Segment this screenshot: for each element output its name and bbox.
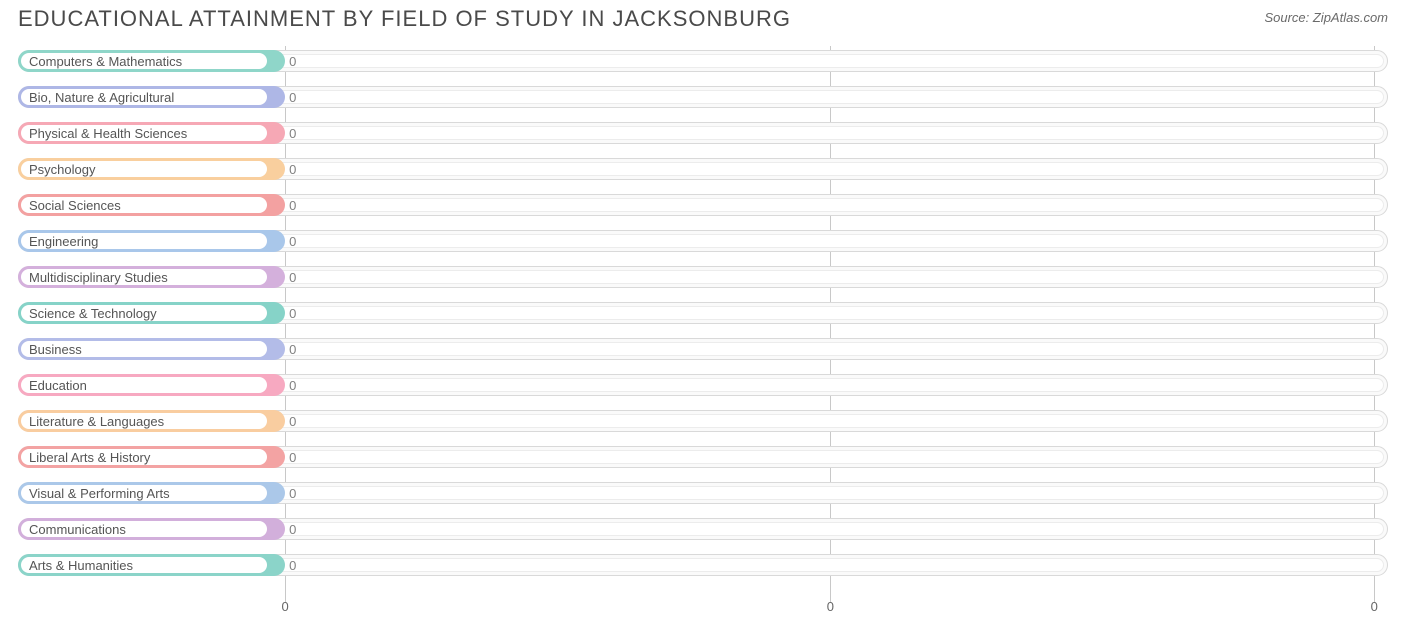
chart-row: Physical & Health Sciences 0 xyxy=(18,122,1388,144)
x-tick-label: 0 xyxy=(1371,599,1378,614)
bar-value: 0 xyxy=(289,446,296,468)
bar-value: 0 xyxy=(289,122,296,144)
source-attribution: Source: ZipAtlas.com xyxy=(1264,6,1388,25)
bar-label: Education xyxy=(21,377,267,393)
chart-row: Communications 0 xyxy=(18,518,1388,540)
chart-row: Literature & Languages 0 xyxy=(18,410,1388,432)
chart-row: Multidisciplinary Studies 0 xyxy=(18,266,1388,288)
bar-value: 0 xyxy=(289,554,296,576)
bar-fill: Physical & Health Sciences xyxy=(18,122,285,144)
chart-area: Computers & Mathematics0Bio, Nature & Ag… xyxy=(18,50,1388,593)
bar-fill: Science & Technology xyxy=(18,302,285,324)
bar-label: Liberal Arts & History xyxy=(21,449,267,465)
bar-fill: Education xyxy=(18,374,285,396)
bar-fill: Computers & Mathematics xyxy=(18,50,285,72)
chart-rows: Computers & Mathematics0Bio, Nature & Ag… xyxy=(18,50,1388,593)
bar-fill: Communications xyxy=(18,518,285,540)
bar-value: 0 xyxy=(289,266,296,288)
bar-fill: Bio, Nature & Agricultural xyxy=(18,86,285,108)
bar-label: Science & Technology xyxy=(21,305,267,321)
bar-value: 0 xyxy=(289,374,296,396)
bar-label: Visual & Performing Arts xyxy=(21,485,267,501)
bar-label: Multidisciplinary Studies xyxy=(21,269,267,285)
header: EDUCATIONAL ATTAINMENT BY FIELD OF STUDY… xyxy=(0,0,1406,32)
chart-row: Bio, Nature & Agricultural 0 xyxy=(18,86,1388,108)
bar-label: Business xyxy=(21,341,267,357)
bar-value: 0 xyxy=(289,338,296,360)
bar-value: 0 xyxy=(289,410,296,432)
bar-fill: Arts & Humanities xyxy=(18,554,285,576)
chart-row: Computers & Mathematics 0 xyxy=(18,50,1388,72)
bar-label: Computers & Mathematics xyxy=(21,53,267,69)
bar-value: 0 xyxy=(289,518,296,540)
chart-row: Social Sciences 0 xyxy=(18,194,1388,216)
chart-row: Psychology 0 xyxy=(18,158,1388,180)
bar-value: 0 xyxy=(289,302,296,324)
bar-label: Bio, Nature & Agricultural xyxy=(21,89,267,105)
bar-value: 0 xyxy=(289,50,296,72)
chart-row: Science & Technology 0 xyxy=(18,302,1388,324)
bar-fill: Liberal Arts & History xyxy=(18,446,285,468)
chart-row: Business 0 xyxy=(18,338,1388,360)
x-axis: 0 0 0 xyxy=(18,599,1388,619)
bar-fill: Engineering xyxy=(18,230,285,252)
bar-value: 0 xyxy=(289,86,296,108)
bar-fill: Social Sciences xyxy=(18,194,285,216)
bar-fill: Psychology xyxy=(18,158,285,180)
bar-label: Psychology xyxy=(21,161,267,177)
x-tick-label: 0 xyxy=(827,599,834,614)
bar-fill: Visual & Performing Arts xyxy=(18,482,285,504)
bar-fill: Business xyxy=(18,338,285,360)
chart-row: Visual & Performing Arts 0 xyxy=(18,482,1388,504)
bar-value: 0 xyxy=(289,158,296,180)
bar-label: Physical & Health Sciences xyxy=(21,125,267,141)
bar-label: Literature & Languages xyxy=(21,413,267,429)
bar-label: Social Sciences xyxy=(21,197,267,213)
bar-label: Engineering xyxy=(21,233,267,249)
bar-value: 0 xyxy=(289,230,296,252)
chart-title: EDUCATIONAL ATTAINMENT BY FIELD OF STUDY… xyxy=(18,6,791,32)
chart-row: Arts & Humanities 0 xyxy=(18,554,1388,576)
chart-row: Engineering 0 xyxy=(18,230,1388,252)
bar-label: Communications xyxy=(21,521,267,537)
bar-value: 0 xyxy=(289,482,296,504)
bar-value: 0 xyxy=(289,194,296,216)
x-tick-label: 0 xyxy=(282,599,289,614)
chart-row: Education 0 xyxy=(18,374,1388,396)
chart-row: Liberal Arts & History 0 xyxy=(18,446,1388,468)
bar-fill: Multidisciplinary Studies xyxy=(18,266,285,288)
bar-label: Arts & Humanities xyxy=(21,557,267,573)
bar-fill: Literature & Languages xyxy=(18,410,285,432)
